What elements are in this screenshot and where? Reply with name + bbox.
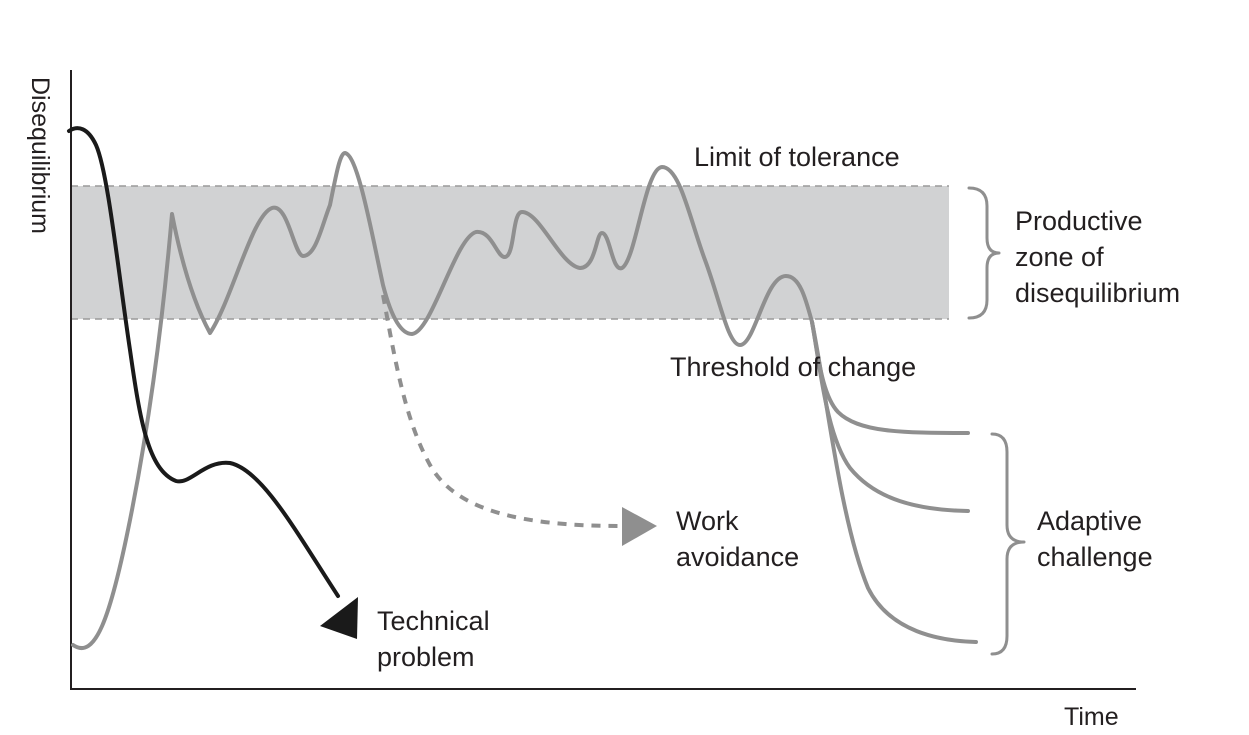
- x-axis-label: Time: [1064, 703, 1119, 731]
- technical-problem-arrowhead: [320, 597, 358, 639]
- productive-zone-label-line3: disequilibrium: [1015, 278, 1180, 308]
- limit-of-tolerance-label: Limit of tolerance: [694, 142, 900, 172]
- disequilibrium-curve: [71, 151, 814, 651]
- technical-problem-label-line2: problem: [377, 642, 475, 672]
- adaptive-branch-mid: [810, 320, 970, 513]
- y-axis-label: Disequilibrium: [26, 77, 54, 234]
- work-avoidance-label-line2: avoidance: [676, 542, 799, 572]
- adaptive-branch-low: [810, 320, 978, 644]
- work-avoidance-path: [381, 294, 621, 528]
- adaptive-challenge-brace: [990, 432, 1026, 656]
- threshold-of-change-label: Threshold of change: [670, 352, 916, 382]
- technical-problem-label-line1: Technical: [377, 606, 490, 636]
- work-avoidance-arrowhead: [622, 507, 657, 546]
- productive-zone-label-line2: zone of: [1015, 242, 1104, 272]
- productive-zone-brace: [967, 186, 1001, 320]
- productive-zone-label-line1: Productive: [1015, 206, 1143, 236]
- adaptive-challenge-label-line1: Adaptive: [1037, 506, 1142, 536]
- work-avoidance-label-line1: Work: [676, 506, 739, 536]
- adaptive-challenge-label-line2: challenge: [1037, 542, 1153, 572]
- technical-problem-curve: [67, 126, 340, 598]
